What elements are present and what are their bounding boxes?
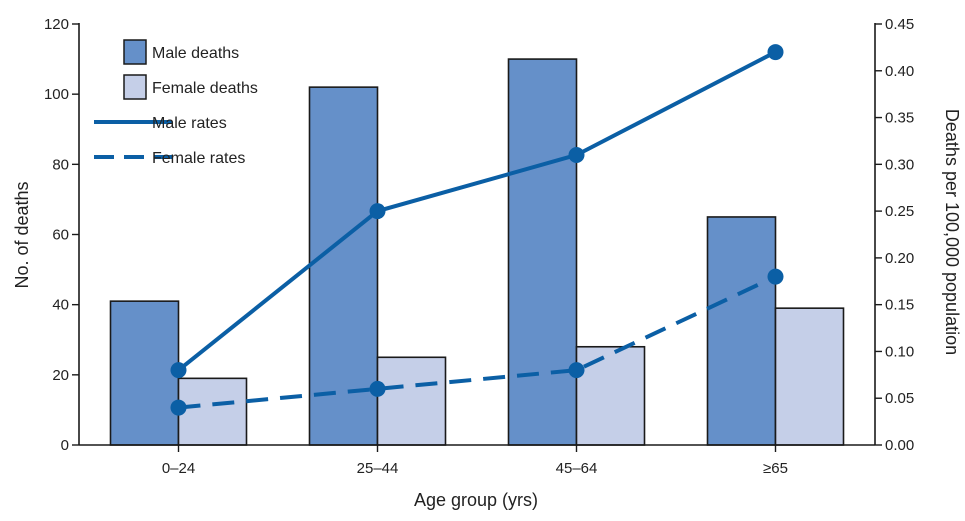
y2-tick-label: 0.15	[885, 297, 914, 314]
y-tick-label: 60	[52, 227, 69, 244]
female-rates-point-3	[767, 268, 784, 285]
male-deaths-bar-1	[308, 86, 379, 446]
y2-tick-label: 0.45	[885, 16, 914, 33]
female-rates-legend-label: Female rates	[152, 150, 245, 167]
female-deaths-bar-0	[177, 377, 248, 446]
x-axis-title: Age group (yrs)	[414, 490, 538, 510]
female-deaths-bar-3	[774, 307, 845, 446]
female-deaths-bar-1	[376, 356, 447, 446]
y-tick-label: 80	[52, 156, 69, 173]
y2-tick-label: 0.05	[885, 390, 914, 407]
male-rates-point-2	[568, 146, 585, 163]
male-deaths-bar-3	[706, 216, 777, 446]
legend: Male deaths Female deaths Male rates Female…	[94, 39, 258, 167]
female-rates-point-2	[568, 362, 585, 379]
male-rates-point-1	[369, 203, 386, 220]
male-rates-legend-label: Male rates	[152, 115, 227, 132]
y2-axis-title: Deaths per 100,000 population	[942, 109, 962, 355]
x-tick-label: 25–44	[357, 460, 399, 477]
female-deaths-bar-2	[575, 345, 646, 446]
female-deaths-legend-swatch	[123, 74, 147, 100]
male-deaths-legend-label: Male deaths	[152, 45, 239, 62]
y-axis-title: No. of deaths	[12, 181, 32, 288]
y2-tick-label: 0.40	[885, 63, 914, 80]
y2-tick-label: 0.20	[885, 250, 914, 267]
x-tick-label: 45–64	[556, 460, 598, 477]
y-tick-label: 40	[52, 297, 69, 314]
female-rates-point-1	[369, 380, 386, 397]
male-deaths-legend-swatch	[123, 39, 147, 65]
y-tick-label: 120	[44, 16, 69, 33]
x-tick-label: ≥65	[763, 460, 788, 477]
y-tick-label: 0	[61, 437, 69, 454]
female-rates-point-0	[170, 399, 187, 416]
y-tick-label: 20	[52, 367, 69, 384]
y-tick-label: 100	[44, 86, 69, 103]
male-deaths-bar-0	[109, 300, 180, 446]
male-rates-line	[177, 50, 777, 372]
y2-tick-label: 0.00	[885, 437, 914, 454]
ticks-layer: 0 20 40 60 80 100 120 0.00 0.05 0.10 0.15 0.20 0.25 0…	[44, 16, 914, 477]
y2-tick-label: 0.30	[885, 156, 914, 173]
lines-layer	[170, 44, 784, 416]
male-rates-point-3	[767, 44, 784, 61]
y2-tick-label: 0.25	[885, 203, 914, 220]
x-tick-label: 0–24	[162, 460, 195, 477]
bars-layer	[109, 58, 845, 446]
male-rates-point-0	[170, 362, 187, 379]
y2-tick-label: 0.35	[885, 110, 914, 127]
female-deaths-legend-label: Female deaths	[152, 80, 258, 97]
male-deaths-bar-2	[507, 58, 578, 446]
y2-tick-label: 0.10	[885, 343, 914, 360]
